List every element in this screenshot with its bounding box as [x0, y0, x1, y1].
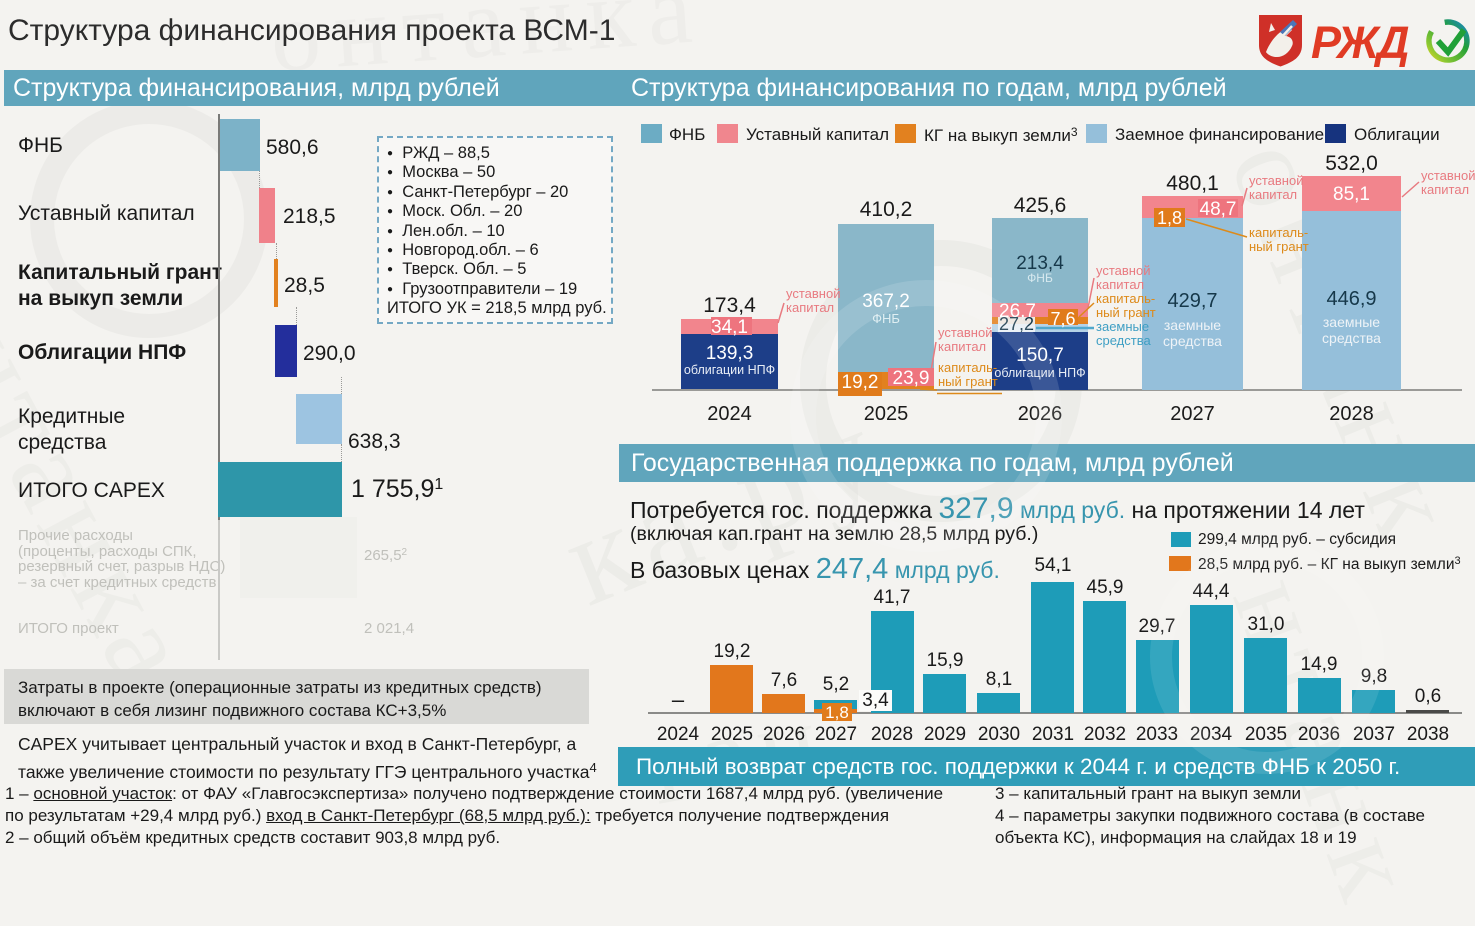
svg-text:РЖД: РЖД [1311, 17, 1409, 68]
